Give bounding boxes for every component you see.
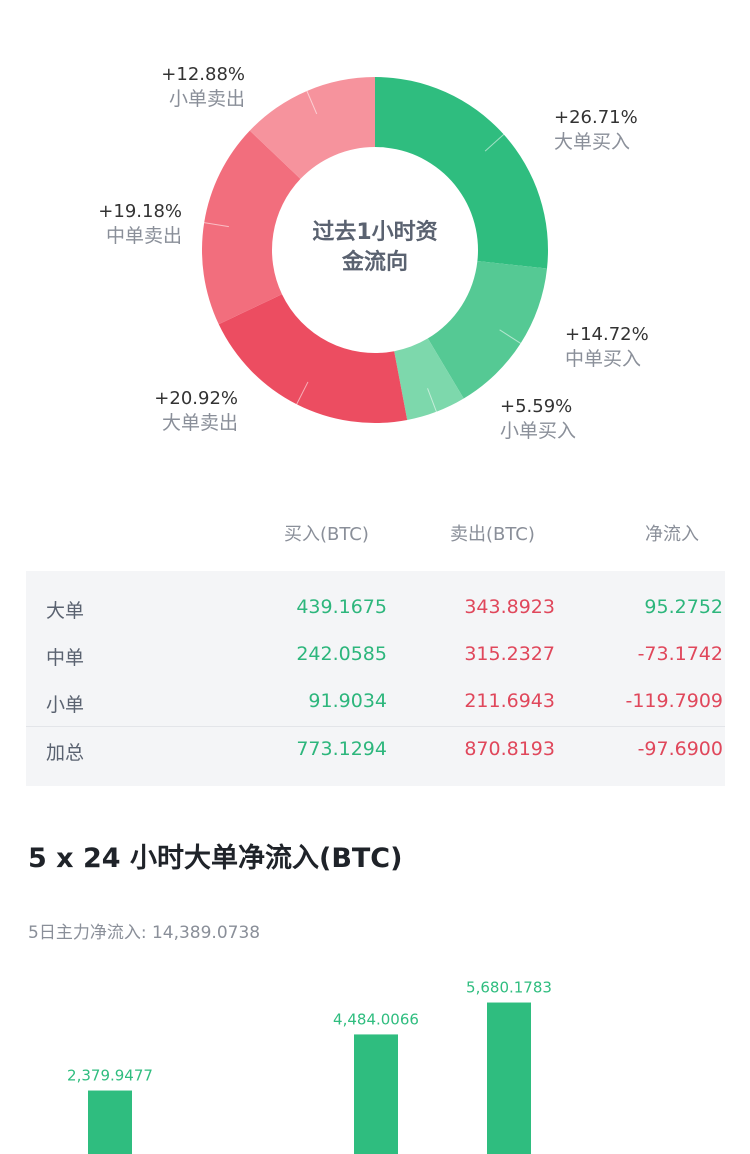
slice-name: 小单卖出 xyxy=(168,88,245,110)
table-row-total: 加总 773.1294 870.8193 -97.6900 xyxy=(26,726,725,772)
slice-leader-line xyxy=(303,83,318,115)
slice-leader-line xyxy=(196,220,229,228)
total-divider xyxy=(26,726,725,727)
header-net: 净流入 xyxy=(645,524,699,545)
header-sell: 卖出(BTC) xyxy=(450,524,535,545)
slice-pct: +19.18% xyxy=(98,201,182,222)
slice-name: 中单买入 xyxy=(565,348,642,370)
donut-center-label: 过去1小时资 金流向 xyxy=(295,218,455,278)
bar-value-label: 5,680.1783 xyxy=(466,979,552,997)
slice-label-small-sell: +12.88% 小单卖出 xyxy=(161,63,245,111)
row-name: 加总 xyxy=(46,742,85,764)
slice-label-large-buy: +26.71% 大单买入 xyxy=(554,106,638,154)
donut-slice xyxy=(375,77,548,269)
slice-leader-line xyxy=(292,381,309,412)
slice-label-small-buy: +5.59% 小单买入 xyxy=(500,395,576,443)
flow-table-header: 买入(BTC) 卖出(BTC) 净流入 xyxy=(0,520,750,550)
fund-flow-donut: 过去1小时资 金流向 +26.71% 大单买入 +14.72% 中单买入 +5.… xyxy=(0,0,750,470)
row-sell: 343.8923 xyxy=(464,596,555,618)
slice-label-medium-sell: +19.18% 中单卖出 xyxy=(98,200,182,248)
table-row: 大单 439.1675 343.8923 95.2752 xyxy=(26,584,725,630)
donut-slice xyxy=(427,261,548,399)
row-name: 中单 xyxy=(46,647,85,669)
donut-svg xyxy=(196,77,548,423)
table-row: 中单 242.0585 315.2327 -73.1742 xyxy=(26,631,725,677)
table-row: 小单 91.9034 211.6943 -119.7909 xyxy=(26,678,725,724)
section-title: 5 x 24 小时大单净流入(BTC) xyxy=(28,843,403,874)
row-name: 小单 xyxy=(46,694,85,716)
donut-slice xyxy=(218,294,408,423)
bar xyxy=(354,1034,398,1154)
bar xyxy=(487,1002,531,1154)
donut-slice xyxy=(249,77,375,179)
slice-pct: +26.71% xyxy=(554,107,638,128)
donut-slice xyxy=(202,130,301,325)
slice-leader-line xyxy=(427,388,440,420)
row-buy: 773.1294 xyxy=(296,738,387,760)
slice-leader-line xyxy=(484,128,511,152)
donut-slice xyxy=(394,338,464,420)
slice-pct: +5.59% xyxy=(500,396,573,417)
row-buy: 91.9034 xyxy=(308,690,387,712)
net-inflow-summary: 5日主力净流入: 14,389.0738 xyxy=(28,923,261,943)
row-net: -119.7909 xyxy=(625,690,723,712)
slice-name: 小单买入 xyxy=(500,420,577,442)
row-name: 大单 xyxy=(46,600,85,622)
row-sell: 315.2327 xyxy=(464,643,555,665)
donut-center-line2: 金流向 xyxy=(341,250,408,275)
row-net: 95.2752 xyxy=(644,596,723,618)
bar-value-label: 4,484.0066 xyxy=(333,1010,419,1028)
row-sell: 211.6943 xyxy=(464,690,555,712)
slice-label-large-sell: +20.92% 大单卖出 xyxy=(154,387,238,435)
slice-label-medium-buy: +14.72% 中单买入 xyxy=(565,323,649,371)
slice-pct: +12.88% xyxy=(161,64,245,85)
bar-value-label: 2,379.9477 xyxy=(67,1067,153,1085)
header-buy: 买入(BTC) xyxy=(284,524,369,545)
row-sell: 870.8193 xyxy=(464,738,555,760)
row-net: -73.1742 xyxy=(637,643,723,665)
donut-center-line1: 过去1小时资 xyxy=(312,220,438,245)
large-order-bar-chart: 2,379.9477 4,484.0066 5,680.1783 xyxy=(67,979,552,1154)
slice-leader-line xyxy=(499,329,528,349)
flow-table: 大单 439.1675 343.8923 95.2752 中单 242.0585… xyxy=(26,571,725,786)
slice-name: 大单买入 xyxy=(554,131,631,153)
bar xyxy=(88,1090,132,1154)
row-net: -97.6900 xyxy=(637,738,723,760)
row-buy: 242.0585 xyxy=(296,643,387,665)
slice-name: 中单卖出 xyxy=(105,225,182,247)
slice-name: 大单卖出 xyxy=(161,412,238,434)
row-buy: 439.1675 xyxy=(296,596,387,618)
slice-pct: +14.72% xyxy=(565,324,649,345)
slice-pct: +20.92% xyxy=(154,388,238,409)
